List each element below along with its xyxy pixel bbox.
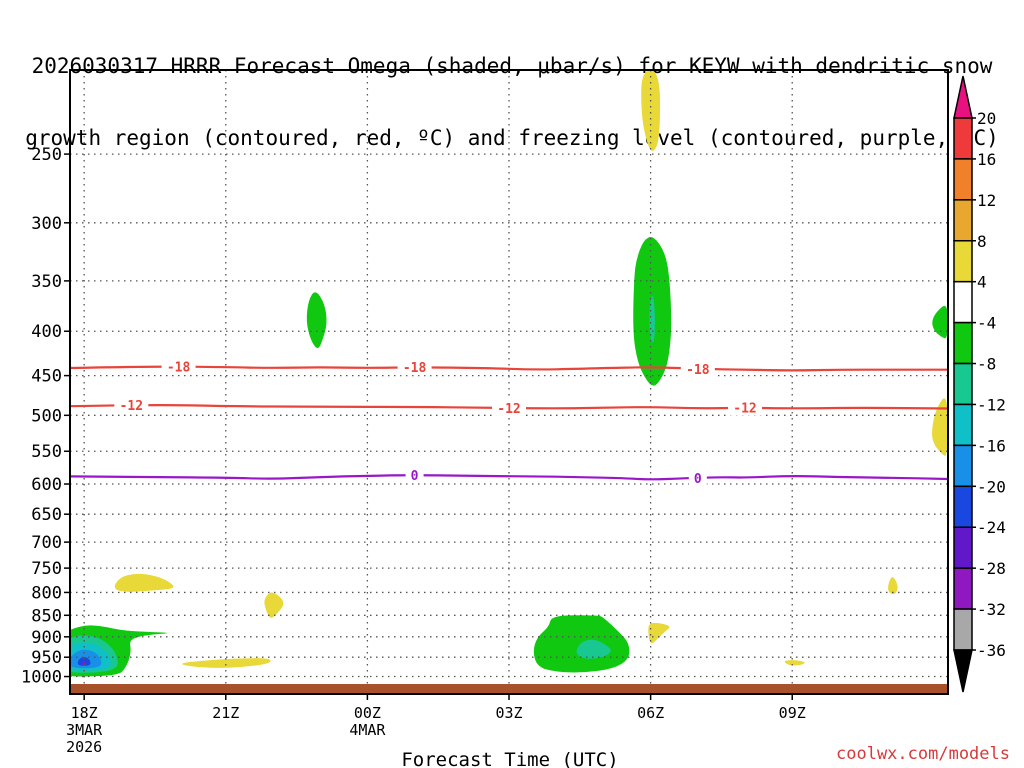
x-tick-label-6-1: 4MAR (349, 721, 386, 739)
colorbar-top-arrow (953, 75, 973, 119)
colorbar-tick-label-0: 20 (977, 109, 996, 128)
y-tick-label-700: 700 (31, 533, 62, 553)
contour-line-2 (70, 474, 948, 481)
contour-lines: -18 -18 -18 -12 -12 -12 0 0 (70, 358, 948, 487)
colorbar-box-11 (953, 567, 973, 610)
contour-label-0-0: -18 (167, 361, 191, 376)
x-tick-label-6-0: 00Z (354, 704, 381, 722)
chart-title: 2026030317 HRRR Forecast Omega (shaded, … (0, 6, 1024, 174)
omega-region-6 (114, 573, 174, 592)
colorbar-box-0 (953, 117, 973, 160)
contour-label-0-1: -18 (403, 361, 427, 376)
colorbar-tick-label-8: -16 (977, 436, 1006, 455)
y-tick-label-1000: 1000 (21, 668, 62, 688)
colorbar-box-1 (953, 158, 973, 201)
colorbar-box-5 (953, 321, 973, 365)
y-tick-label-600: 600 (31, 475, 62, 495)
omega-region-5 (932, 398, 948, 456)
contour-label-0-2: -18 (686, 363, 710, 378)
y-tick-label-800: 800 (31, 583, 62, 603)
contour-label-bg (114, 397, 149, 414)
colorbar-box-4 (953, 280, 973, 324)
y-tick-label-850: 850 (31, 606, 62, 626)
colorbar-box-3 (953, 240, 973, 283)
contour-label-1-1: -12 (497, 402, 520, 417)
colorbar-tick-label-7: -12 (977, 395, 1006, 414)
colorbar-box-8 (953, 444, 973, 488)
omega-region-4 (932, 305, 948, 339)
contour-label-bg (728, 399, 763, 416)
colorbar-tick-label-2: 12 (977, 191, 996, 210)
colorbar-box-7 (953, 403, 973, 447)
colorbar-box-9 (953, 485, 973, 528)
colorbar-box-2 (953, 199, 973, 242)
colorbar-tick-label-11: -28 (977, 559, 1006, 578)
colorbar-bottom-arrow (953, 649, 973, 693)
y-tick-label-350: 350 (31, 272, 62, 292)
contour-label-bg (161, 358, 196, 375)
omega-region-17 (82, 661, 86, 666)
y-tick-label-400: 400 (31, 322, 62, 342)
omega-region-11 (888, 577, 898, 595)
omega-region-1 (306, 292, 327, 348)
x-tick-label-9-0: 03Z (495, 704, 522, 722)
ground-strip (70, 684, 948, 694)
contour-label-bg (492, 399, 526, 416)
contour-label-bg (688, 469, 707, 486)
x-tick-label-3-0: 21Z (212, 704, 239, 722)
contour-label-bg (680, 360, 715, 377)
y-tick-label-250: 250 (31, 145, 62, 165)
x-tick-label-0-0: 18Z (71, 704, 98, 722)
colorbar-legend: 20 16 12 8 4 -4 -8 -12 -16 -20 -24 -28 -32 -36 (953, 75, 1006, 693)
x-tick-label-15-0: 09Z (779, 704, 806, 722)
omega-region-19 (576, 639, 611, 659)
y-tick-label-950: 950 (31, 648, 62, 668)
credit-text: coolwx.com/models (836, 744, 1010, 764)
omega-region-9 (648, 622, 670, 644)
omega-region-8 (182, 658, 271, 668)
colorbar-tick-label-1: 16 (977, 150, 996, 169)
colorbar-tick-label-3: 8 (977, 232, 987, 251)
contour-line-0 (70, 365, 948, 372)
y-tick-label-650: 650 (31, 505, 62, 525)
omega-region-3 (649, 295, 656, 343)
contour-label-bg (405, 467, 424, 484)
colorbar-box-12 (953, 608, 973, 651)
colorbar-tick-label-9: -20 (977, 477, 1006, 496)
contour-label-2-1: 0 (694, 472, 702, 487)
title-line-1: 2026030317 HRRR Forecast Omega (shaded, … (31, 54, 993, 78)
y-tick-label-900: 900 (31, 628, 62, 648)
omega-shaded-regions (70, 70, 948, 677)
colorbar-tick-label-4: 4 (977, 273, 987, 292)
colorbar-tick-label-13: -36 (977, 641, 1006, 660)
contour-label-1-2: -12 (733, 402, 756, 417)
x-tick-label-0-1: 3MAR (66, 721, 103, 739)
contour-line-1 (70, 404, 948, 410)
title-line-2: growth region (contoured, red, ºC) and f… (25, 126, 999, 150)
colorbar-tick-label-10: -24 (977, 518, 1006, 537)
y-tick-label-750: 750 (31, 559, 62, 579)
colorbar-box-10 (953, 526, 973, 569)
contour-label-1-0: -12 (120, 399, 143, 414)
x-tick-label-12-0: 06Z (637, 704, 664, 722)
omega-region-10 (784, 660, 805, 666)
y-tick-label-500: 500 (31, 406, 62, 426)
contour-label-2-0: 0 (411, 469, 419, 484)
contour-label-bg (397, 359, 432, 376)
colorbar-tick-label-5: -4 (977, 314, 996, 333)
x-tick-label-0-2: 2026 (66, 738, 102, 756)
y-tick-label-450: 450 (31, 367, 62, 387)
grid-lines (70, 70, 948, 684)
y-tick-label-550: 550 (31, 442, 62, 462)
y-axis: 2503003504004505005506006507007508008509… (21, 145, 70, 688)
colorbar-box-6 (953, 362, 973, 406)
omega-region-7 (264, 592, 284, 618)
x-axis-label: Forecast Time (UTC) (401, 749, 618, 768)
omega-region-0 (641, 70, 661, 151)
colorbar-tick-label-12: -32 (977, 600, 1006, 619)
y-tick-label-300: 300 (31, 214, 62, 234)
colorbar-tick-label-6: -8 (977, 355, 996, 374)
